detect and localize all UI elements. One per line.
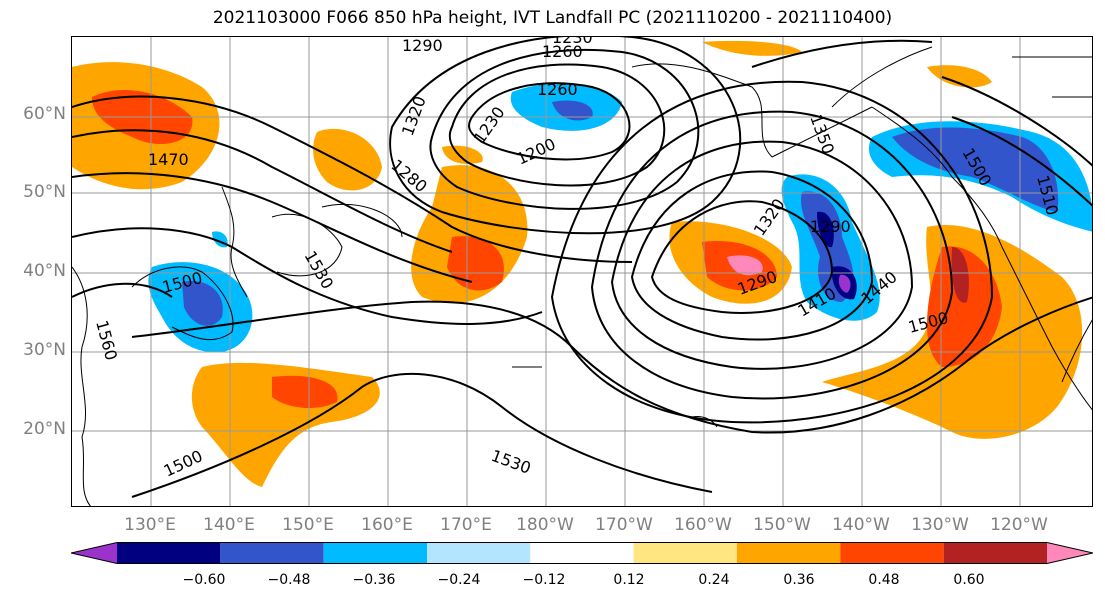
colorbar-segment xyxy=(427,542,531,564)
lon-label-150w: 150°W xyxy=(753,515,811,535)
map-title: 2021103000 F066 850 hPa height, IVT Land… xyxy=(212,8,893,28)
colorbar xyxy=(71,542,1093,564)
colorbar-segments xyxy=(71,542,1093,564)
lon-label-130e: 130°E xyxy=(124,515,176,535)
colorbar-segment xyxy=(530,542,634,564)
lat-label-50n: 50°N xyxy=(23,182,66,202)
map-panel: 1290 1260 1230 1260 1230 1200 1320 1280 … xyxy=(71,36,1093,507)
colorbar-segment xyxy=(737,542,841,564)
lat-label-20n: 20°N xyxy=(23,419,66,439)
lat-label-40n: 40°N xyxy=(23,261,66,281)
contour-label: 1290 xyxy=(402,37,443,55)
colorbar-segment xyxy=(633,542,737,564)
lon-label-140e: 140°E xyxy=(203,515,255,535)
colorbar-tick: −0.24 xyxy=(437,572,481,588)
height-contours xyxy=(72,37,1092,498)
lat-label-60n: 60°N xyxy=(23,104,66,124)
contour-label: 1560 xyxy=(92,318,121,362)
lon-label-120w: 120°W xyxy=(990,515,1048,535)
colorbar-segment xyxy=(220,542,324,564)
colorbar-tick: −0.48 xyxy=(267,572,311,588)
contour-label: 1260 xyxy=(537,80,578,99)
lat-label-30n: 30°N xyxy=(23,340,66,360)
contour-label: 1530 xyxy=(301,248,338,293)
contour-label: 1200 xyxy=(514,134,559,168)
contour-label: 1350 xyxy=(806,112,838,157)
colorbar-tick: 0.24 xyxy=(698,572,730,588)
lon-label-140w: 140°W xyxy=(832,515,890,535)
colorbar-extend-min xyxy=(71,542,117,564)
map-canvas: 1290 1260 1230 1260 1230 1200 1320 1280 … xyxy=(72,37,1092,506)
contour-label: 1470 xyxy=(148,150,189,169)
colorbar-segment xyxy=(117,542,221,564)
colorbar-tick: 0.60 xyxy=(953,572,985,588)
contour-label: 1230 xyxy=(552,37,593,47)
contour-label: 1260 xyxy=(542,42,583,61)
colorbar-segment xyxy=(943,542,1047,564)
contour-label: 1290 xyxy=(810,217,851,236)
colorbar-outline xyxy=(71,542,1093,564)
colorbar-tick: −0.12 xyxy=(522,572,566,588)
lon-label-130w: 130°W xyxy=(911,515,969,535)
contour-label: 1230 xyxy=(470,103,509,147)
colorbar-tick: 0.48 xyxy=(868,572,900,588)
lon-label-150e: 150°E xyxy=(282,515,334,535)
lon-label-180w: 180°W xyxy=(516,515,574,535)
colorbar-extend-max xyxy=(1047,542,1093,564)
lon-label-160w: 160°W xyxy=(674,515,732,535)
colorbar-tick: −0.36 xyxy=(352,572,396,588)
colorbar-tick: −0.60 xyxy=(182,572,226,588)
colorbar-tick: 0.12 xyxy=(613,572,645,588)
ivt-negative-shading xyxy=(148,83,1092,353)
lon-label-170w: 170°W xyxy=(595,515,653,535)
colorbar-tick: 0.36 xyxy=(783,572,815,588)
lon-label-170e: 170°E xyxy=(440,515,492,535)
contour-label: 1500 xyxy=(161,446,206,480)
contour-label: 1320 xyxy=(398,94,430,139)
colorbar-segment xyxy=(323,542,427,564)
lon-label-160e: 160°E xyxy=(361,515,413,535)
contour-label: 1530 xyxy=(489,446,534,478)
colorbar-segment xyxy=(840,542,944,564)
